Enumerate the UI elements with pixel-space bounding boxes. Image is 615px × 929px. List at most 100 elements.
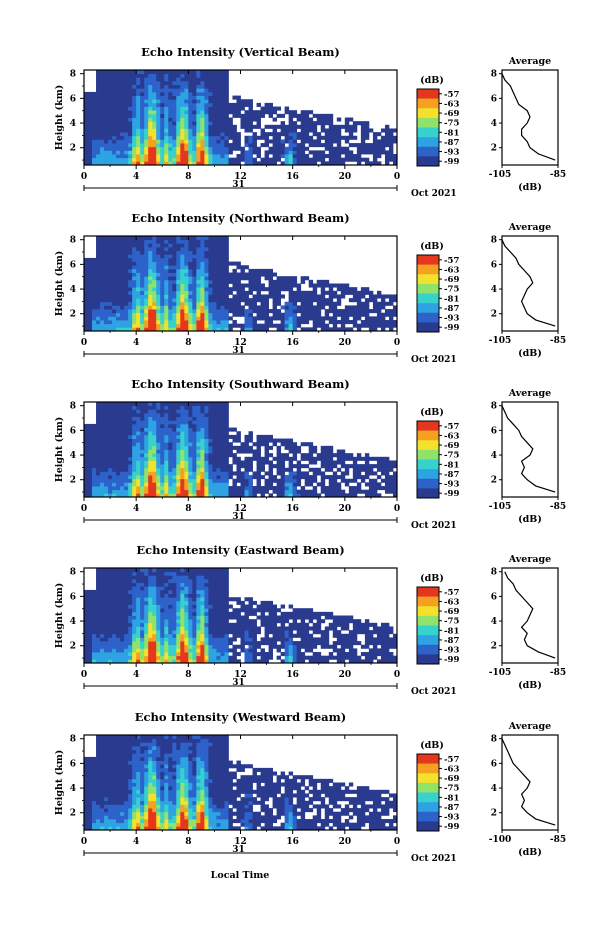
heatmap-cell [216, 445, 221, 450]
heatmap-cell [372, 139, 378, 144]
heatmap-cell [248, 431, 253, 436]
colorbar-segment [417, 293, 439, 299]
heatmap-cell [384, 486, 390, 491]
heatmap-cell [160, 157, 165, 162]
heatmap-cell [88, 600, 93, 605]
heatmap-cell [352, 489, 358, 494]
heatmap-cell [232, 438, 237, 443]
heatmap-cell [128, 121, 133, 126]
heatmap-cell [216, 467, 221, 472]
heatmap-cell [156, 265, 161, 270]
heatmap-cell [332, 460, 338, 465]
heatmap-cell [204, 117, 209, 122]
heatmap-cell [296, 475, 302, 480]
heatmap-cell [84, 279, 89, 284]
heatmap-cell [392, 294, 398, 299]
heatmap-cell [388, 464, 394, 469]
heatmap-cell [140, 449, 145, 454]
heatmap-cell [124, 641, 129, 646]
heatmap-cell [176, 88, 181, 93]
heatmap-cell [112, 323, 117, 328]
heatmap-cell [272, 143, 278, 148]
x-tick-label: 0 [81, 504, 87, 514]
heatmap-cell [332, 493, 338, 498]
heatmap-cell [172, 427, 177, 432]
heatmap-cell [112, 409, 117, 414]
heatmap-cell [112, 150, 117, 155]
heatmap-cell [200, 482, 205, 487]
heatmap-cell [132, 644, 137, 649]
heatmap-cell [336, 146, 342, 151]
heatmap-cell [272, 124, 278, 129]
heatmap-cell [212, 305, 217, 310]
heatmap-cell [212, 409, 217, 414]
heatmap-cell [156, 608, 161, 613]
heatmap-cell [200, 316, 205, 321]
heatmap-cell [192, 493, 197, 498]
heatmap-cell [124, 290, 129, 295]
heatmap-cell [176, 268, 181, 273]
heatmap-cell [256, 471, 261, 476]
heatmap-cell [84, 597, 89, 602]
heatmap-cell [144, 91, 149, 96]
heatmap-cell [160, 99, 165, 104]
heatmap-cell [280, 128, 286, 133]
heatmap-cell [196, 279, 201, 284]
heatmap-cell [84, 257, 89, 262]
heatmap-cell [120, 655, 125, 660]
heatmap-cell [112, 405, 117, 410]
heatmap-cell [132, 571, 137, 576]
heatmap-cell [132, 84, 137, 89]
heatmap-cell [176, 475, 181, 480]
heatmap-cell [192, 121, 197, 126]
heatmap-cell [100, 113, 105, 118]
heatmap-cell [196, 453, 201, 458]
heatmap-cell [204, 312, 209, 317]
heatmap-cell [184, 412, 189, 418]
heatmap-cell [132, 95, 137, 100]
heatmap-cell [340, 464, 346, 469]
heatmap-cell [148, 586, 153, 591]
heatmap-cell [392, 312, 398, 317]
x-tick-label: 0 [394, 172, 400, 182]
heatmap-cell [144, 88, 149, 93]
heatmap-cell [184, 246, 189, 252]
heatmap-cell [224, 91, 229, 96]
heatmap-cell [292, 298, 298, 303]
heatmap-cell [120, 582, 125, 587]
heatmap-cell [132, 77, 137, 82]
heatmap-cell [116, 456, 121, 461]
heatmap-cell [328, 327, 334, 332]
heatmap-cell [152, 449, 157, 454]
heatmap-cell [296, 154, 302, 159]
heatmap-cell [368, 327, 374, 332]
heatmap-cell [328, 121, 334, 126]
heatmap-cell [172, 290, 177, 295]
colorbar-segment [417, 274, 439, 280]
heatmap-cell [228, 287, 233, 292]
heatmap-cell [220, 283, 225, 288]
heatmap-cell [152, 600, 157, 605]
heatmap-cell [260, 294, 265, 299]
heatmap-cell [268, 139, 273, 144]
heatmap-cell [284, 482, 290, 487]
heatmap-cell [132, 106, 137, 111]
heatmap-cell [360, 146, 366, 151]
heatmap-cell [308, 283, 314, 288]
heatmap-cell [108, 416, 113, 421]
heatmap-cell [168, 146, 173, 151]
heatmap-cell [388, 294, 394, 299]
heatmap-cell [104, 405, 109, 410]
heatmap-cell [180, 106, 185, 111]
heatmap-cell [268, 102, 273, 107]
heatmap-cell [264, 482, 269, 487]
heatmap-cell [192, 460, 197, 465]
heatmap-cell [156, 261, 161, 266]
colorbar-tick-label: -99 [444, 489, 459, 499]
heatmap-cell [128, 305, 133, 310]
heatmap-cell [156, 70, 161, 75]
heatmap-cell [164, 276, 169, 281]
heatmap-cell [148, 402, 153, 407]
heatmap-cell [188, 261, 193, 266]
heatmap-cell [256, 464, 261, 469]
